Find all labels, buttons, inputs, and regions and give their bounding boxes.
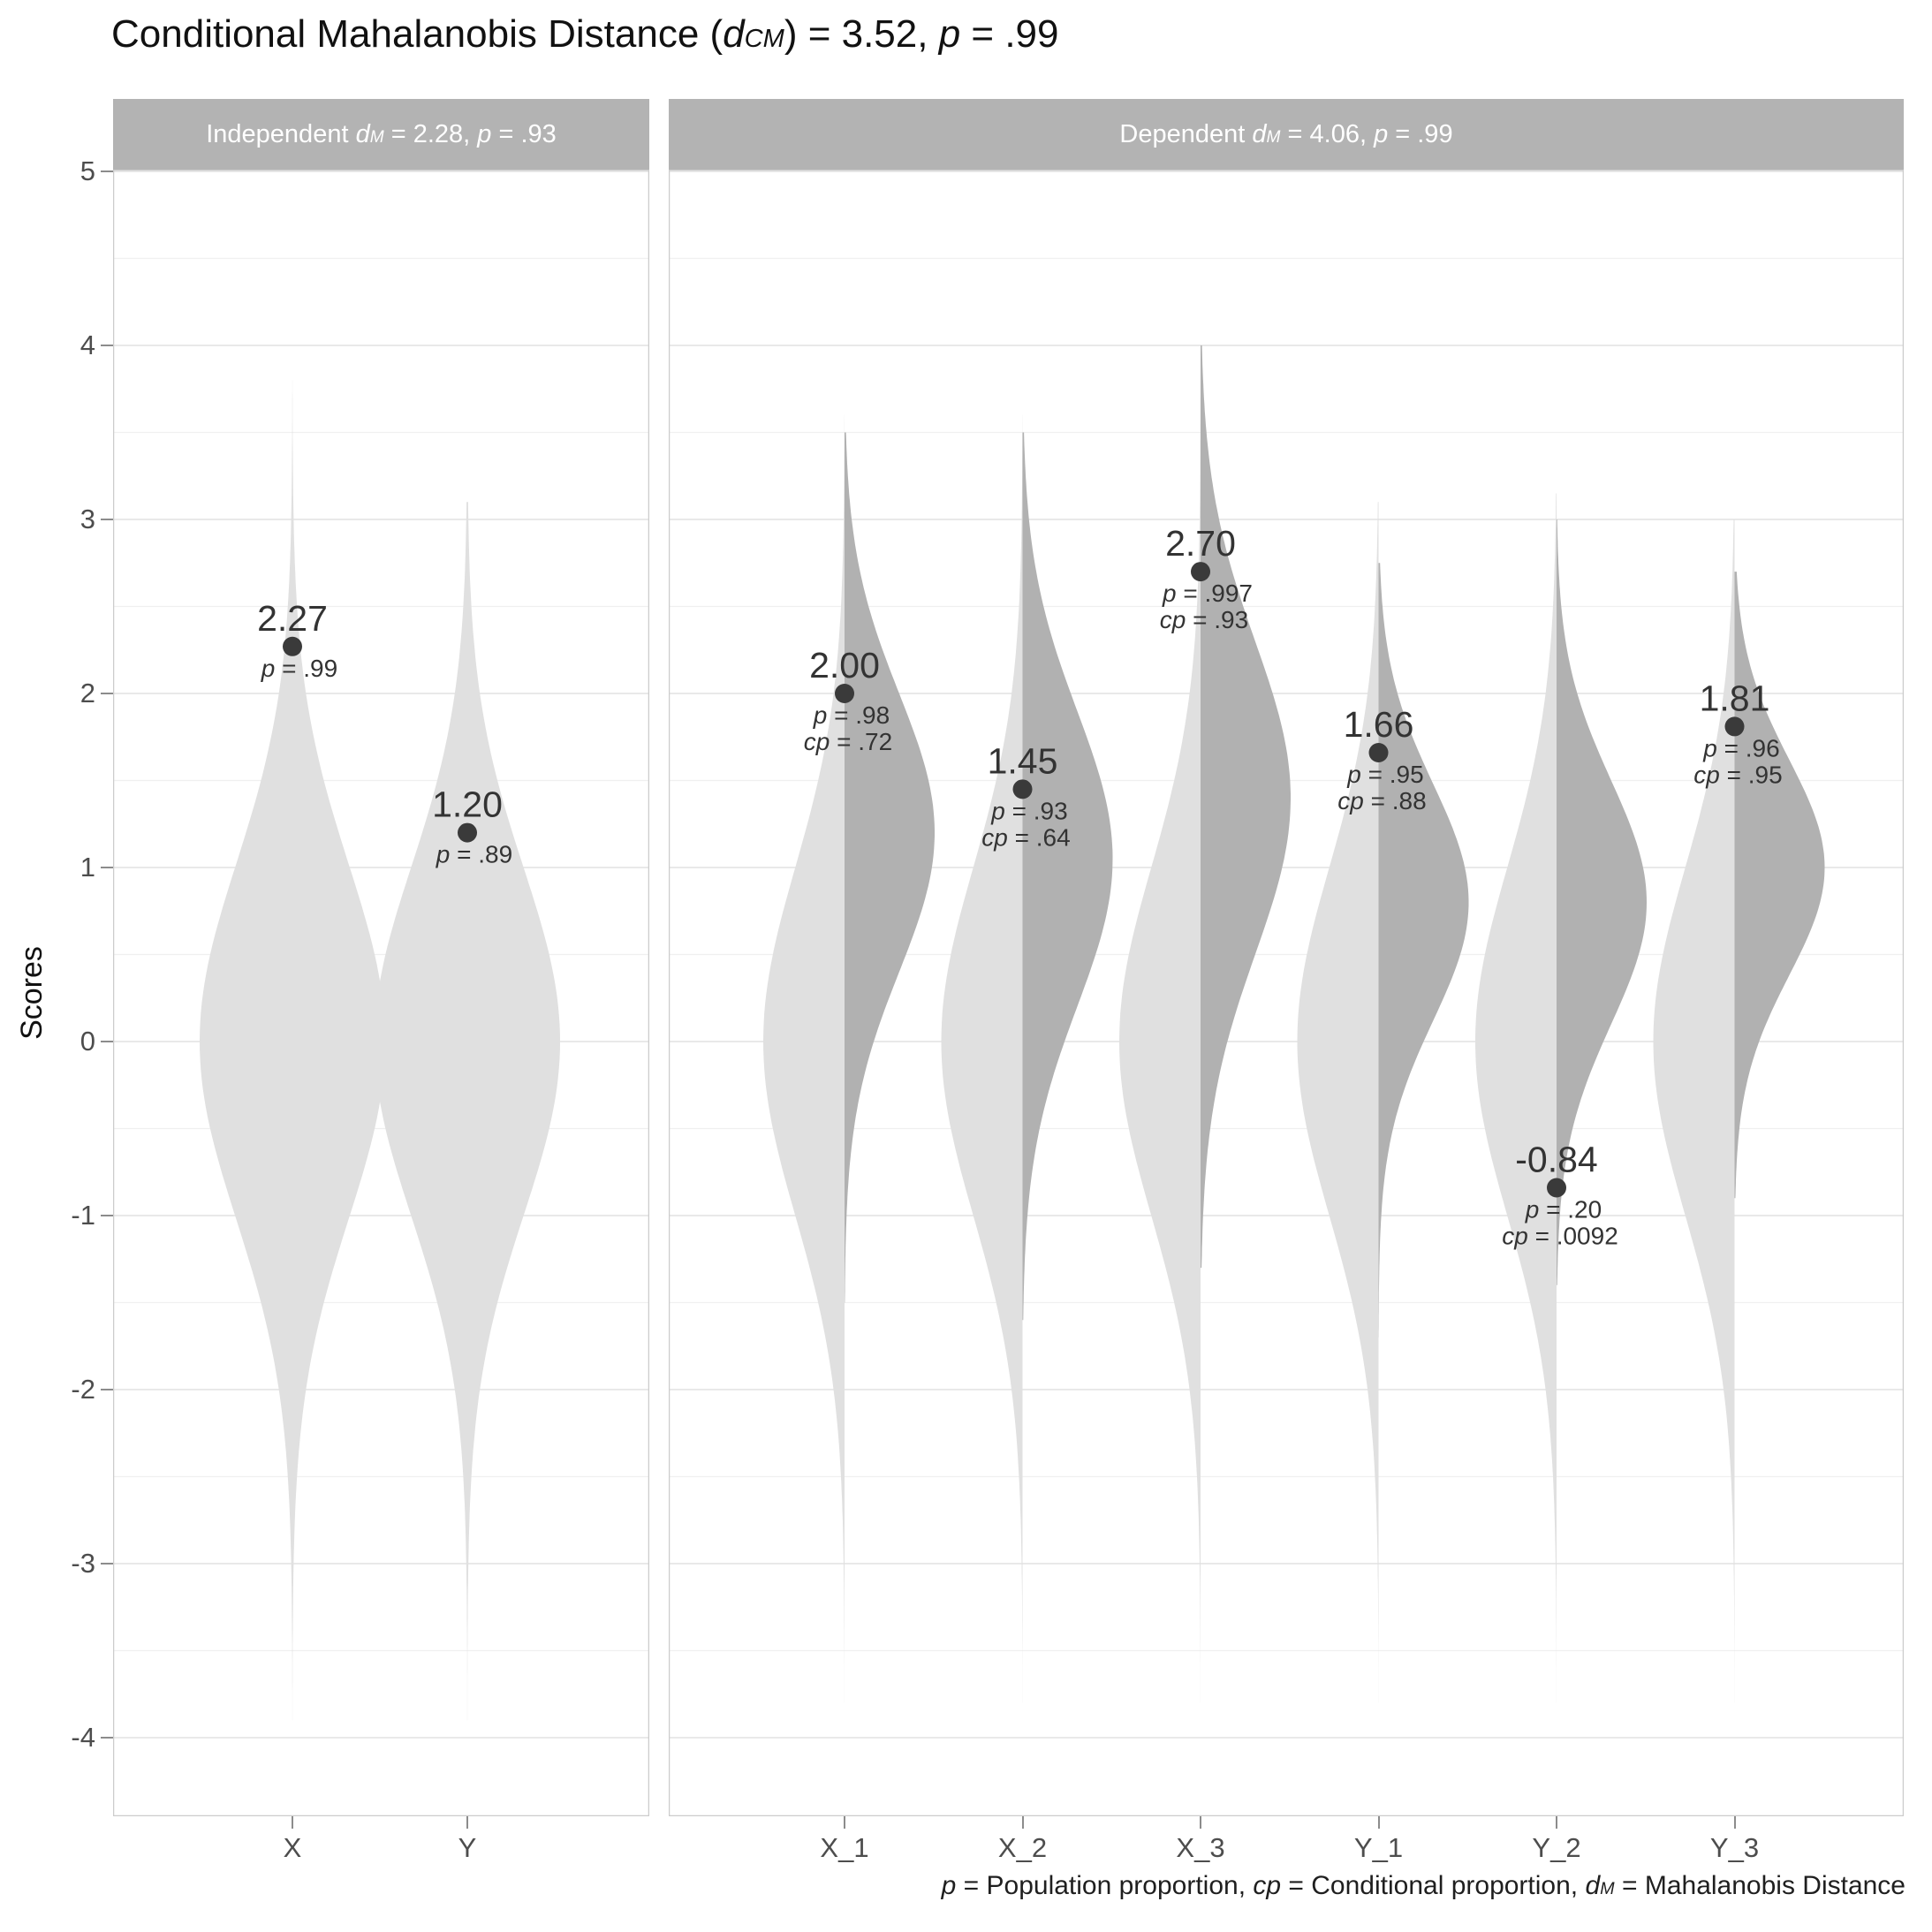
x-tick-mark bbox=[844, 1816, 845, 1829]
y-tick-label--3: -3 bbox=[71, 1548, 95, 1579]
y-tick-mark bbox=[101, 345, 113, 346]
violin-marginal-Y_2 bbox=[1475, 493, 1557, 1703]
x-tick-mark bbox=[1377, 1816, 1380, 1829]
y-tick-label-1: 1 bbox=[80, 852, 95, 883]
x-tick-label-Y_2: Y_2 bbox=[1532, 1832, 1581, 1863]
violin-marginal-X bbox=[200, 380, 385, 1721]
point-p-label-X: p = .99 bbox=[261, 655, 337, 682]
y-tick-mark bbox=[101, 170, 113, 172]
x-tick-label-Y_3: Y_3 bbox=[1709, 1832, 1760, 1863]
data-point-X bbox=[283, 636, 302, 656]
y-tick-label-4: 4 bbox=[80, 330, 95, 360]
point-cp-label-Y_2: cp = .0092 bbox=[1502, 1222, 1618, 1249]
violin-conditional-Y_2 bbox=[1557, 519, 1647, 1285]
data-point-X_3 bbox=[1191, 562, 1210, 582]
data-point-X_1 bbox=[835, 684, 854, 703]
data-point-Y bbox=[458, 822, 477, 843]
point-cp-label-X_2: cp = .64 bbox=[981, 823, 1070, 851]
x-tick-mark bbox=[1556, 1816, 1557, 1829]
violin-marginal-X_2 bbox=[941, 414, 1023, 1703]
y-tick-mark bbox=[101, 1041, 113, 1042]
y-tick-mark bbox=[101, 1215, 113, 1216]
x-tick-mark bbox=[292, 1816, 293, 1829]
y-tick-label-2: 2 bbox=[80, 678, 95, 708]
violin-marginal-Y bbox=[375, 502, 560, 1721]
data-point-Y_1 bbox=[1368, 742, 1389, 762]
y-tick-mark bbox=[101, 1389, 113, 1390]
facet-strip-dependent: Dependent dM = 4.06, p = .99 bbox=[669, 99, 1904, 170]
y-tick-label-0: 0 bbox=[80, 1026, 95, 1057]
point-value-label-X: 2.27 bbox=[257, 598, 328, 639]
point-value-label-Y_2: -0.84 bbox=[1515, 1139, 1597, 1179]
chart-title: Conditional Mahalanobis Distance (dCM) =… bbox=[111, 12, 1059, 56]
chart-caption: p = Population proportion, cp = Conditio… bbox=[941, 1871, 1905, 1900]
point-value-label-X_3: 2.70 bbox=[1165, 523, 1236, 564]
point-value-label-Y_1: 1.66 bbox=[1344, 704, 1414, 745]
data-point-X_2 bbox=[1012, 779, 1033, 799]
point-p-label-X_1: p = .98 bbox=[813, 701, 890, 729]
y-tick-label-3: 3 bbox=[80, 504, 95, 534]
violin-marginal-X_3 bbox=[1119, 398, 1201, 1703]
x-tick-label-X: X bbox=[283, 1832, 302, 1863]
y-tick-mark bbox=[101, 1737, 113, 1739]
facet-strip-independent: Independent dM = 2.28, p = .93 bbox=[113, 99, 649, 170]
y-tick-label--2: -2 bbox=[71, 1374, 95, 1405]
x-tick-mark bbox=[466, 1816, 468, 1829]
y-tick-label--1: -1 bbox=[71, 1200, 95, 1231]
point-p-label-Y: p = .89 bbox=[436, 841, 512, 868]
y-tick-label--4: -4 bbox=[71, 1722, 95, 1753]
point-p-label-X_2: p = .93 bbox=[990, 797, 1067, 824]
point-value-label-Y: 1.20 bbox=[432, 784, 503, 825]
panel-border bbox=[113, 170, 649, 1816]
point-value-label-X_2: 1.45 bbox=[988, 740, 1058, 781]
x-tick-label-X_1: X_1 bbox=[820, 1832, 869, 1863]
point-p-label-Y_2: p = .20 bbox=[1525, 1195, 1602, 1223]
y-tick-label-5: 5 bbox=[80, 155, 95, 186]
x-tick-mark bbox=[1733, 1816, 1736, 1829]
y-tick-mark bbox=[101, 693, 113, 694]
violin-conditional-Y_1 bbox=[1378, 563, 1469, 1337]
x-tick-label-X_3: X_3 bbox=[1176, 1832, 1225, 1863]
violin-marginal-Y_1 bbox=[1297, 502, 1379, 1703]
x-tick-label-Y: Y bbox=[458, 1832, 477, 1863]
point-p-label-Y_1: p = .95 bbox=[1346, 761, 1423, 788]
panel-independent: 2.27 p = .99 1.20 p = .89 bbox=[113, 170, 649, 1816]
data-point-Y_3 bbox=[1724, 716, 1745, 737]
violin-conditional-X_3 bbox=[1201, 345, 1291, 1269]
x-tick-mark bbox=[1021, 1816, 1024, 1829]
x-tick-mark bbox=[1200, 1816, 1201, 1829]
violin-conditional-X_2 bbox=[1022, 432, 1113, 1321]
point-value-label-X_1: 2.00 bbox=[809, 645, 880, 686]
y-tick-mark bbox=[101, 519, 113, 520]
x-tick-label-X_2: X_2 bbox=[997, 1832, 1048, 1863]
point-cp-label-X_3: cp = .93 bbox=[1160, 606, 1248, 633]
point-value-label-Y_3: 1.81 bbox=[1700, 678, 1770, 718]
point-p-label-Y_3: p = .96 bbox=[1702, 734, 1779, 761]
point-p-label-X_3: p = .997 bbox=[1162, 580, 1253, 607]
violin-marginal-Y_3 bbox=[1653, 519, 1735, 1703]
point-cp-label-X_1: cp = .72 bbox=[804, 728, 892, 755]
violin-marginal-X_1 bbox=[763, 414, 845, 1703]
y-tick-mark bbox=[101, 867, 113, 868]
violin-conditional-X_1 bbox=[845, 432, 935, 1303]
panel-border bbox=[669, 170, 1904, 1816]
violin-conditional-Y_3 bbox=[1734, 572, 1825, 1199]
point-cp-label-Y_1: cp = .88 bbox=[1337, 787, 1426, 814]
point-cp-label-Y_3: cp = .95 bbox=[1693, 761, 1782, 788]
x-tick-label-Y_1: Y_1 bbox=[1353, 1832, 1404, 1863]
y-tick-mark bbox=[101, 1563, 113, 1565]
data-point-Y_2 bbox=[1547, 1178, 1566, 1198]
